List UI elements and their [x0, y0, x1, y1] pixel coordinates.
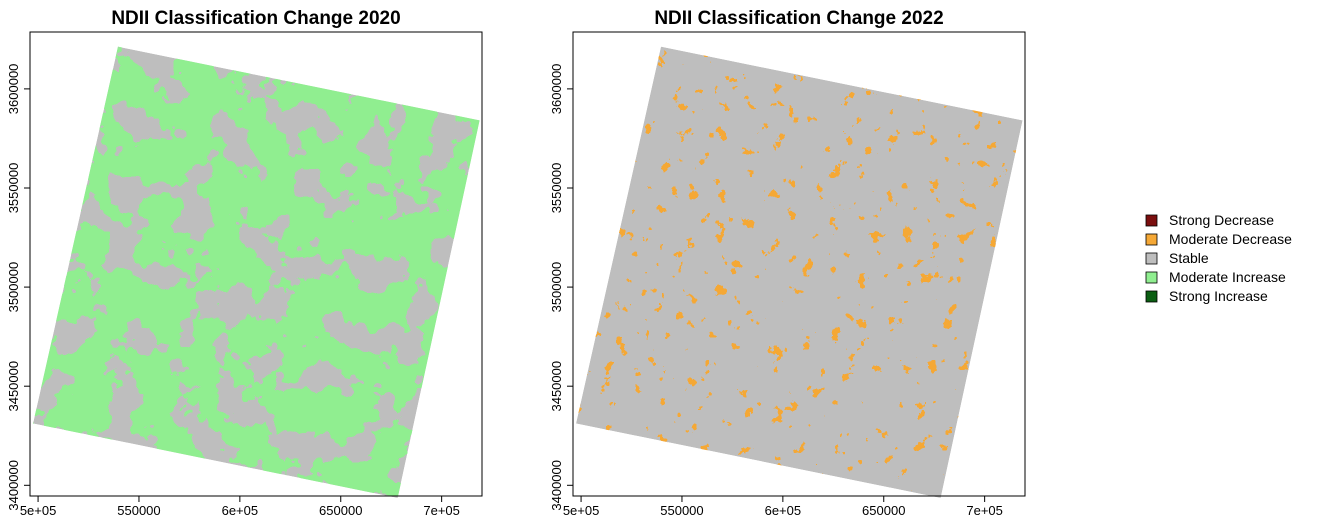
- legend-label: Strong Decrease: [1169, 212, 1274, 228]
- legend-swatch: [1146, 234, 1157, 245]
- y-tick-label: 3400000: [549, 460, 564, 511]
- figure: NDII Classification Change 2020 5e+05 5500…: [0, 0, 1324, 529]
- raster-texture: [573, 32, 1025, 496]
- y-tick-label: 3450000: [6, 361, 21, 412]
- legend-swatch: [1146, 215, 1157, 226]
- x-tick-label: 6e+05: [765, 503, 802, 518]
- x-tick-label: 650000: [319, 503, 362, 518]
- legend-label: Stable: [1169, 250, 1209, 266]
- x-tick-label: 6e+05: [222, 503, 259, 518]
- x-tick-label: 550000: [660, 503, 703, 518]
- chart-title: NDII Classification Change 2020: [111, 8, 400, 29]
- legend-label: Strong Increase: [1169, 288, 1268, 304]
- chart-title: NDII Classification Change 2022: [654, 8, 943, 29]
- legend-swatch: [1146, 272, 1157, 283]
- x-tick-label: 550000: [117, 503, 160, 518]
- x-tick-label: 5e+05: [20, 503, 57, 518]
- y-tick-label: 3600000: [6, 64, 21, 115]
- raster-texture: [30, 32, 482, 496]
- raster-layer: [30, 32, 482, 498]
- x-tick-label: 7e+05: [966, 503, 1003, 518]
- legend-label: Moderate Decrease: [1169, 231, 1292, 247]
- legend-swatch: [1146, 253, 1157, 264]
- legend-label: Moderate Increase: [1169, 269, 1286, 285]
- x-tick-label: 7e+05: [423, 503, 460, 518]
- legend-swatch: [1146, 291, 1157, 302]
- y-tick-label: 3500000: [549, 262, 564, 313]
- y-tick-label: 3600000: [549, 64, 564, 115]
- y-tick-label: 3500000: [6, 262, 21, 313]
- y-tick-label: 3550000: [549, 163, 564, 214]
- x-tick-label: 5e+05: [563, 503, 600, 518]
- y-tick-label: 3550000: [6, 163, 21, 214]
- raster-layer: [573, 32, 1025, 498]
- x-tick-label: 650000: [862, 503, 905, 518]
- y-tick-label: 3450000: [549, 361, 564, 412]
- y-tick-label: 3400000: [6, 460, 21, 511]
